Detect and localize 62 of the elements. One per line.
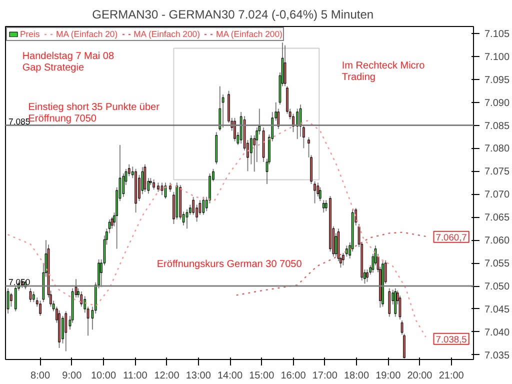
annotation: Eröffnungskurs German 30 7050 <box>156 259 302 270</box>
x-tick-label: 15:00 <box>249 370 275 382</box>
candlestick <box>10 292 12 308</box>
annotation: Handelstag 7 Mai 08 <box>22 51 114 62</box>
y-tick-label: 7.075 <box>484 166 510 178</box>
legend-label: Preis <box>20 29 40 39</box>
y-tick-label: 7.055 <box>484 258 510 270</box>
x-tick-label: 17:00 <box>312 370 338 382</box>
x-tick-label: 14:00 <box>218 370 243 382</box>
candlestick <box>157 182 160 192</box>
annotation: MA (Einfach 200) <box>216 29 282 39</box>
x-tick-label: 21:00 <box>438 370 464 382</box>
candlestick <box>346 245 348 258</box>
x-tick-label: 8:00 <box>30 370 50 382</box>
annotation: Eröffnung 7050 <box>28 114 97 125</box>
y-tick-label: 7.045 <box>484 304 510 316</box>
y-tick-label: 7.100 <box>484 52 510 63</box>
candlestick <box>318 186 322 202</box>
x-tick-label: 12:00 <box>154 370 180 382</box>
candlestick <box>64 310 68 352</box>
candlestick <box>314 180 316 204</box>
y-tick-label: 7.050 <box>484 282 510 293</box>
ref-line-label: 7.085 <box>8 116 30 126</box>
candlestick <box>169 182 172 192</box>
annotation: Einstieg short 35 Punkte über <box>28 102 160 114</box>
annotation: Gap Strategie <box>22 62 84 74</box>
candlestick <box>80 291 83 308</box>
candlestick <box>160 182 164 196</box>
candlestick <box>192 196 194 216</box>
x-tick-label: 9:00 <box>62 370 82 382</box>
y-tick-label: 7.095 <box>484 74 510 86</box>
y-tick-label: 7.080 <box>484 144 510 155</box>
x-tick-label: 11:00 <box>123 370 148 382</box>
x-tick-label: 18:00 <box>344 370 370 382</box>
annotation: 7.038,5 <box>436 334 467 344</box>
y-tick-label: 7.060 <box>484 236 510 247</box>
annotation: 7.060,7 <box>436 232 467 242</box>
y-tick-label: 7.070 <box>484 190 510 201</box>
ref-line-label: 7.050 <box>8 277 30 288</box>
legend-label: MA (Einfach 200) <box>134 29 200 39</box>
candlestick <box>39 300 42 316</box>
annotation: Trading <box>342 72 376 83</box>
y-tick-label: 7.085 <box>484 120 510 132</box>
candlestick <box>366 268 368 282</box>
candlestick <box>322 200 325 214</box>
x-tick-label: 10:00 <box>91 370 116 382</box>
candlestick <box>32 291 35 303</box>
candlestick <box>152 178 155 190</box>
chart-title: GERMAN30 - GERMAN30 7.024 (-0,64%) 5 Minuten <box>92 8 374 22</box>
x-tick-label: 19:00 <box>376 370 402 382</box>
y-tick-label: 7.090 <box>484 98 510 109</box>
x-tick-label: 20:00 <box>407 370 433 382</box>
annotation: Im Rechteck Micro <box>342 60 426 72</box>
x-tick-label: 13:00 <box>186 370 212 382</box>
candlestick <box>186 208 188 230</box>
y-tick-label: 7.105 <box>484 28 510 40</box>
y-tick-label: 7.035 <box>484 350 510 362</box>
legend-label: MA (Einfach 20) <box>56 29 118 39</box>
y-tick-label: 7.065 <box>484 212 510 224</box>
y-tick-label: 7.040 <box>484 327 510 338</box>
candlestick <box>110 216 114 230</box>
x-tick-label: 16:00 <box>280 370 306 382</box>
